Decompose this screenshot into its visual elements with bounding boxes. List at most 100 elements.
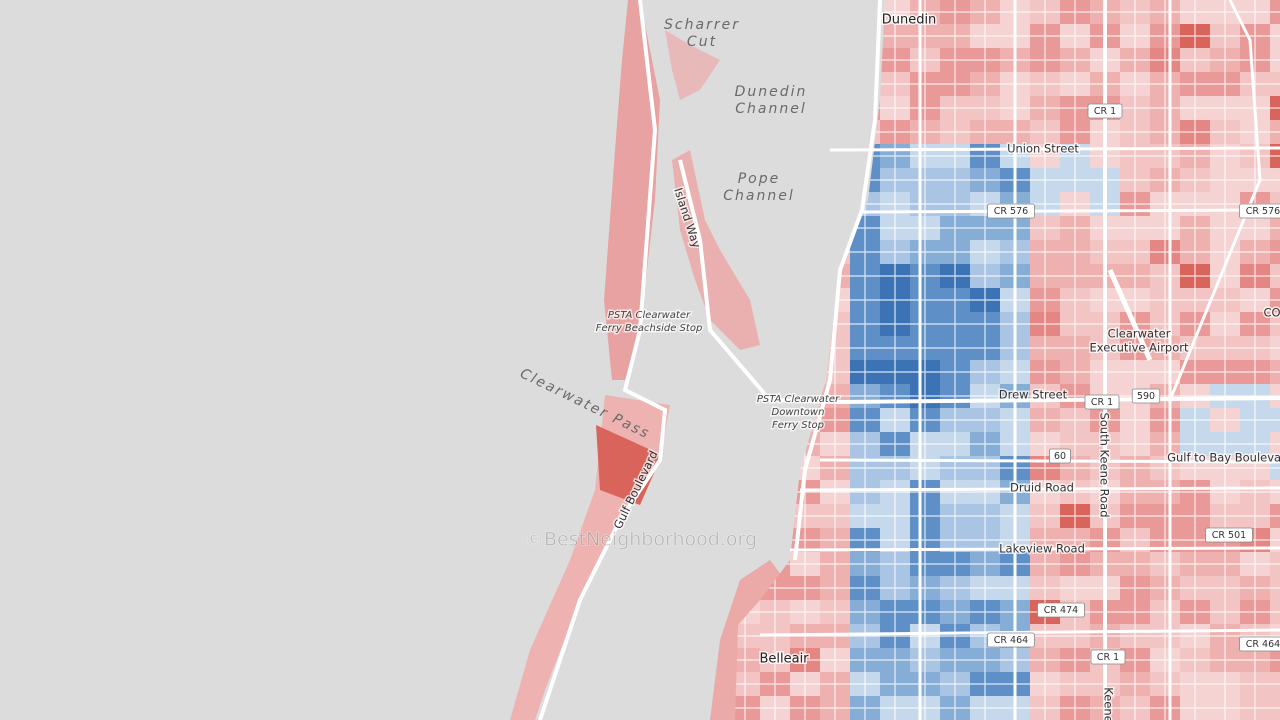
- street-grid: [1150, 336, 1180, 360]
- street-grid: [1180, 96, 1210, 120]
- street-grid: [970, 24, 1000, 48]
- street-grid: [735, 696, 760, 720]
- street-grid: [910, 72, 940, 96]
- street-grid: [880, 48, 910, 72]
- street-grid: [940, 240, 970, 264]
- street-grid: [850, 480, 880, 504]
- labels: Dunedin Belleair Scharrer Cut Dunedin Ch…: [517, 11, 1280, 720]
- street-grid: [790, 504, 820, 528]
- street-grid: [910, 288, 940, 312]
- water-label: Dunedin: [735, 84, 808, 100]
- street-grid: [1270, 288, 1280, 312]
- street-grid: [940, 360, 970, 384]
- street-grid: [850, 624, 880, 648]
- street-grid: [1150, 168, 1180, 192]
- street-grid: [880, 648, 910, 672]
- shield-box: [1090, 649, 1126, 665]
- street-grid: [880, 672, 910, 696]
- street-grid: [1270, 72, 1280, 96]
- street-grid: [850, 648, 880, 672]
- street-grid: [1270, 576, 1280, 600]
- street-grid: [1210, 120, 1240, 144]
- street-grid: [1180, 648, 1210, 672]
- street-grid: [1180, 504, 1210, 528]
- street-grid: [1150, 480, 1180, 504]
- shield-box: [1087, 103, 1123, 119]
- street-grid: [1060, 216, 1090, 240]
- street-grid: [970, 0, 1000, 24]
- street-grid: [1210, 504, 1240, 528]
- street-grid: [850, 384, 880, 408]
- street-grid: [1150, 0, 1180, 24]
- street-grid: [1060, 672, 1090, 696]
- street-grid: [880, 264, 910, 288]
- street-grid: [1150, 120, 1180, 144]
- street-grid: [940, 432, 970, 456]
- street-grid: [1240, 216, 1270, 240]
- street-grid: [970, 408, 1000, 432]
- street-grid: [1030, 96, 1060, 120]
- street-grid: [910, 48, 940, 72]
- street-grid: [1180, 264, 1210, 288]
- street-grid: [1240, 456, 1270, 480]
- shield-label: CR 576: [1246, 206, 1280, 217]
- island: [672, 150, 760, 350]
- street-grid: [970, 648, 1000, 672]
- street-grid: [1120, 696, 1150, 720]
- street-grid: [910, 432, 940, 456]
- street-grid: [850, 528, 880, 552]
- street-grid: [1060, 648, 1090, 672]
- street-grid: [1180, 552, 1210, 576]
- street-grid: [1210, 456, 1240, 480]
- street-label: South Keene Road: [1098, 412, 1112, 517]
- street-label: Gulf to Bay Boulevard: [1167, 451, 1280, 465]
- street-grid: [1270, 624, 1280, 648]
- shield-label: 590: [1137, 391, 1155, 402]
- street-grid: [850, 600, 880, 624]
- street-grid: [790, 648, 820, 672]
- street-grid: [970, 216, 1000, 240]
- watermark: ©BestNeighborhood.org: [525, 529, 757, 551]
- water-label: Cut: [687, 34, 717, 50]
- road: [799, 486, 1280, 492]
- street-grid: [970, 480, 1000, 504]
- street-grid: [850, 504, 880, 528]
- street-grid: [940, 384, 970, 408]
- street-grid: [1270, 144, 1280, 168]
- street-grid: [1240, 576, 1270, 600]
- shield-label: CR 464: [1246, 639, 1280, 650]
- street-grid: [1210, 240, 1240, 264]
- street-grid: [970, 312, 1000, 336]
- street-label: Drew Street: [999, 388, 1068, 402]
- street-grid: [1030, 0, 1060, 24]
- poi-label: Executive Airport: [1089, 341, 1188, 355]
- street-grid: [1210, 552, 1240, 576]
- street-grid: [1240, 384, 1270, 408]
- street-grid: [970, 72, 1000, 96]
- street-grid: [880, 480, 910, 504]
- route-shields: CR 1 CR 576 CR 576 CR 1 590 60 CR 501 CR 474 CR …: [987, 103, 1280, 665]
- street-grid: [820, 576, 850, 600]
- street-grid: [1060, 24, 1090, 48]
- street-grid: [1120, 432, 1150, 456]
- street-grid: [1180, 168, 1210, 192]
- street-grid: [790, 576, 820, 600]
- street-grid: [1150, 576, 1180, 600]
- street-grid: [910, 672, 940, 696]
- street-grid: [1060, 552, 1090, 576]
- street-grid: [1030, 360, 1060, 384]
- street-grid: [1240, 240, 1270, 264]
- street-grid: [1180, 48, 1210, 72]
- street-grid: [940, 264, 970, 288]
- street-grid: [850, 432, 880, 456]
- street-grid: [940, 480, 970, 504]
- street-grid: [880, 552, 910, 576]
- street-grid: [850, 576, 880, 600]
- street-grid: [1060, 120, 1090, 144]
- street-grid: [910, 504, 940, 528]
- street-grid: [1030, 216, 1060, 240]
- street-grid: [1210, 624, 1240, 648]
- street-grid: [1060, 96, 1090, 120]
- street-grid: [1180, 672, 1210, 696]
- street-grid: [1120, 576, 1150, 600]
